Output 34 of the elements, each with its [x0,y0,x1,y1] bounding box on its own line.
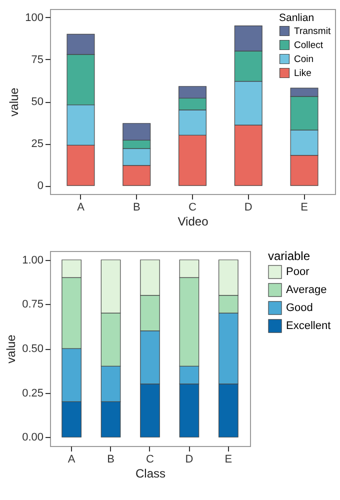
legend-title: Sanlian [279,12,314,24]
y-tick-label: 0.25 [22,387,44,400]
y-tick-label: 100 [25,12,44,24]
x-tick-label: E [224,454,232,466]
y-axis-title: value [4,334,18,364]
x-tick-label: C [146,454,154,466]
x-tick-label: B [107,454,114,466]
legend-label: Average [286,284,327,296]
legend-label: Good [286,302,313,314]
legend-title: variable [268,249,310,263]
y-tick-label: 0.00 [22,432,44,444]
y-axis-title: value [7,87,22,116]
y-tick-label: 50 [31,96,44,108]
legend-label: Collect [294,40,324,51]
x-tick-label: C [188,202,197,214]
y-tick-label: 0.75 [22,298,44,311]
x-tick-label: D [244,202,252,214]
x-axis-title: Class [135,466,166,480]
y-tick-label: 1.00 [22,254,44,266]
legend-label: Like [294,68,312,79]
x-tick-label: B [132,202,140,214]
y-tick-label: 75 [31,54,44,66]
legend-label: Poor [286,266,310,278]
x-tick-label: A [68,454,76,466]
legend-label: Coin [294,54,314,65]
y-tick-label: 0 [37,180,44,192]
legend-label: Excellent [286,320,331,332]
x-tick-label: A [77,202,86,214]
x-tick-label: E [300,202,308,214]
y-tick-label: 25 [31,138,44,150]
x-axis-title: Video [178,214,209,228]
legend-label: Transmit [294,26,331,37]
x-tick-label: D [185,454,194,466]
y-tick-label: 0.50 [22,343,44,355]
